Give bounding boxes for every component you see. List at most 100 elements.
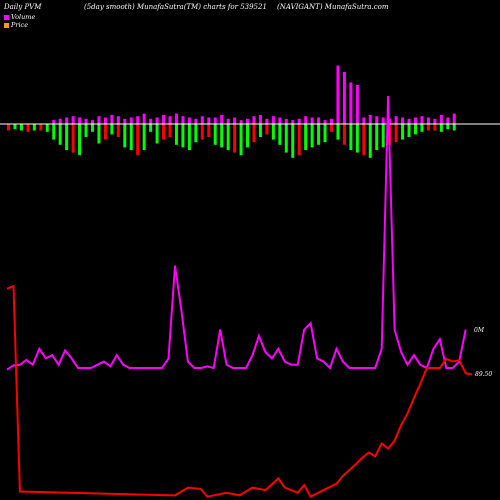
volume-bar-down-33	[220, 124, 224, 148]
volume-bar-up-50	[330, 118, 333, 124]
volume-bar-down-68	[446, 124, 450, 130]
volume-bar-up-58	[381, 117, 385, 124]
volume-bar-down-23	[155, 124, 159, 144]
volume-bar-up-12	[84, 118, 88, 124]
volume-bar-up-54	[355, 85, 359, 124]
volume-bar-down-18	[123, 124, 127, 148]
volume-bars	[7, 65, 456, 158]
volume-bar-down-48	[317, 124, 321, 145]
volume-bar-up-38	[252, 116, 256, 124]
volume-bar-down-13	[90, 124, 94, 132]
volume-bar-down-25	[168, 124, 172, 137]
volume-bar-down-22	[149, 124, 153, 132]
chart-title-left: Daily PVM	[4, 3, 42, 11]
volume-bar-up-30	[200, 116, 204, 124]
volume-bar-down-27	[181, 124, 185, 148]
volume-bar-up-15	[103, 117, 107, 124]
volume-bar-up-56	[368, 114, 372, 124]
volume-bar-down-38	[252, 124, 256, 143]
volume-bar-up-26	[174, 113, 178, 124]
volume-bar-up-27	[181, 116, 185, 124]
volume-bar-down-50	[330, 124, 333, 132]
volume-bar-up-39	[258, 114, 262, 124]
volume-bar-up-16	[110, 114, 114, 124]
volume-bar-down-29	[194, 124, 198, 143]
legend-price: Price	[4, 21, 28, 29]
legend-volume: Volume	[4, 13, 35, 21]
volume-bar-down-34	[226, 124, 230, 150]
volume-bar-down-36	[239, 124, 243, 156]
volume-bar-up-41	[271, 116, 275, 124]
volume-bar-up-43	[284, 118, 288, 124]
volume-bar-down-31	[207, 124, 211, 137]
volume-bar-up-14	[97, 116, 101, 124]
volume-bar-up-8	[58, 118, 62, 124]
volume-bar-up-21	[142, 113, 146, 124]
volume-bar-down-1	[13, 124, 17, 130]
volume-bar-up-55	[362, 117, 366, 124]
volume-bar-up-48	[317, 117, 321, 124]
legend-swatch-volume	[4, 14, 9, 20]
volume-bar-down-30	[200, 124, 204, 140]
volume-bar-down-8	[58, 124, 62, 145]
volume-bar-up-61	[401, 117, 405, 124]
volume-bar-down-49	[323, 124, 327, 143]
volume-bar-down-3	[26, 124, 30, 132]
volume-bar-down-14	[97, 124, 101, 144]
volume-bar-up-33	[220, 114, 224, 124]
volume-bar-up-18	[123, 118, 127, 124]
volume-bar-down-15	[103, 124, 107, 140]
volume-bar-down-64	[420, 124, 424, 132]
volume-bar-up-29	[194, 118, 198, 124]
volume-bar-up-10	[71, 116, 75, 124]
volume-bar-up-69	[452, 113, 456, 124]
volume-bar-down-57	[375, 124, 379, 150]
volume-bar-down-54	[355, 124, 359, 153]
volume-bar-up-19	[129, 117, 133, 124]
volume-bar-down-10	[71, 124, 75, 153]
volume-right-label: 0M	[474, 327, 484, 334]
volume-bar-up-34	[226, 118, 230, 124]
volume-bar-down-47	[310, 124, 314, 148]
volume-line-group	[6, 95, 467, 371]
volume-bar-up-37	[246, 118, 250, 124]
volume-bar-down-58	[381, 124, 385, 148]
volume-bar-down-56	[368, 124, 372, 158]
volume-bar-down-60	[394, 124, 398, 143]
volume-bar-down-42	[278, 124, 282, 145]
volume-bar-down-19	[129, 124, 133, 150]
volume-bar-up-42	[278, 117, 282, 124]
volume-bar-down-67	[439, 124, 443, 132]
volume-bar-down-17	[116, 124, 120, 137]
volume-bar-up-63	[413, 117, 417, 124]
volume-bar-down-41	[271, 124, 275, 140]
price-line-group	[6, 284, 473, 499]
volume-bar-up-45	[297, 118, 301, 124]
volume-bar-down-44	[291, 124, 295, 158]
volume-bar-up-53	[349, 82, 353, 124]
volume-bar-up-20	[136, 116, 140, 124]
volume-bar-down-2	[19, 124, 23, 131]
volume-bar-up-32	[213, 117, 217, 124]
chart-title-right: (NAVIGANT) MunafaSutra.com	[277, 3, 389, 11]
volume-bar-up-62	[407, 118, 411, 124]
volume-bar-up-13	[90, 120, 94, 124]
volume-bar-down-37	[246, 124, 250, 148]
volume-bar-up-46	[304, 116, 308, 124]
volume-bar-down-52	[342, 124, 346, 145]
volume-bar-down-35	[233, 124, 237, 153]
volume-line	[6, 95, 467, 371]
chart-title-center: (5day smooth) MunafaSutra(TM) charts for…	[84, 3, 267, 11]
volume-bar-down-24	[162, 124, 166, 140]
volume-bar-down-46	[304, 124, 308, 150]
volume-bar-up-67	[439, 114, 443, 124]
volume-bar-up-60	[394, 116, 398, 124]
volume-bar-down-21	[142, 124, 146, 150]
volume-bar-down-6	[45, 124, 49, 132]
volume-bar-down-51	[336, 124, 340, 140]
volume-bar-up-40	[265, 118, 269, 124]
volume-bar-up-7	[52, 120, 56, 124]
volume-bar-up-17	[116, 116, 120, 124]
